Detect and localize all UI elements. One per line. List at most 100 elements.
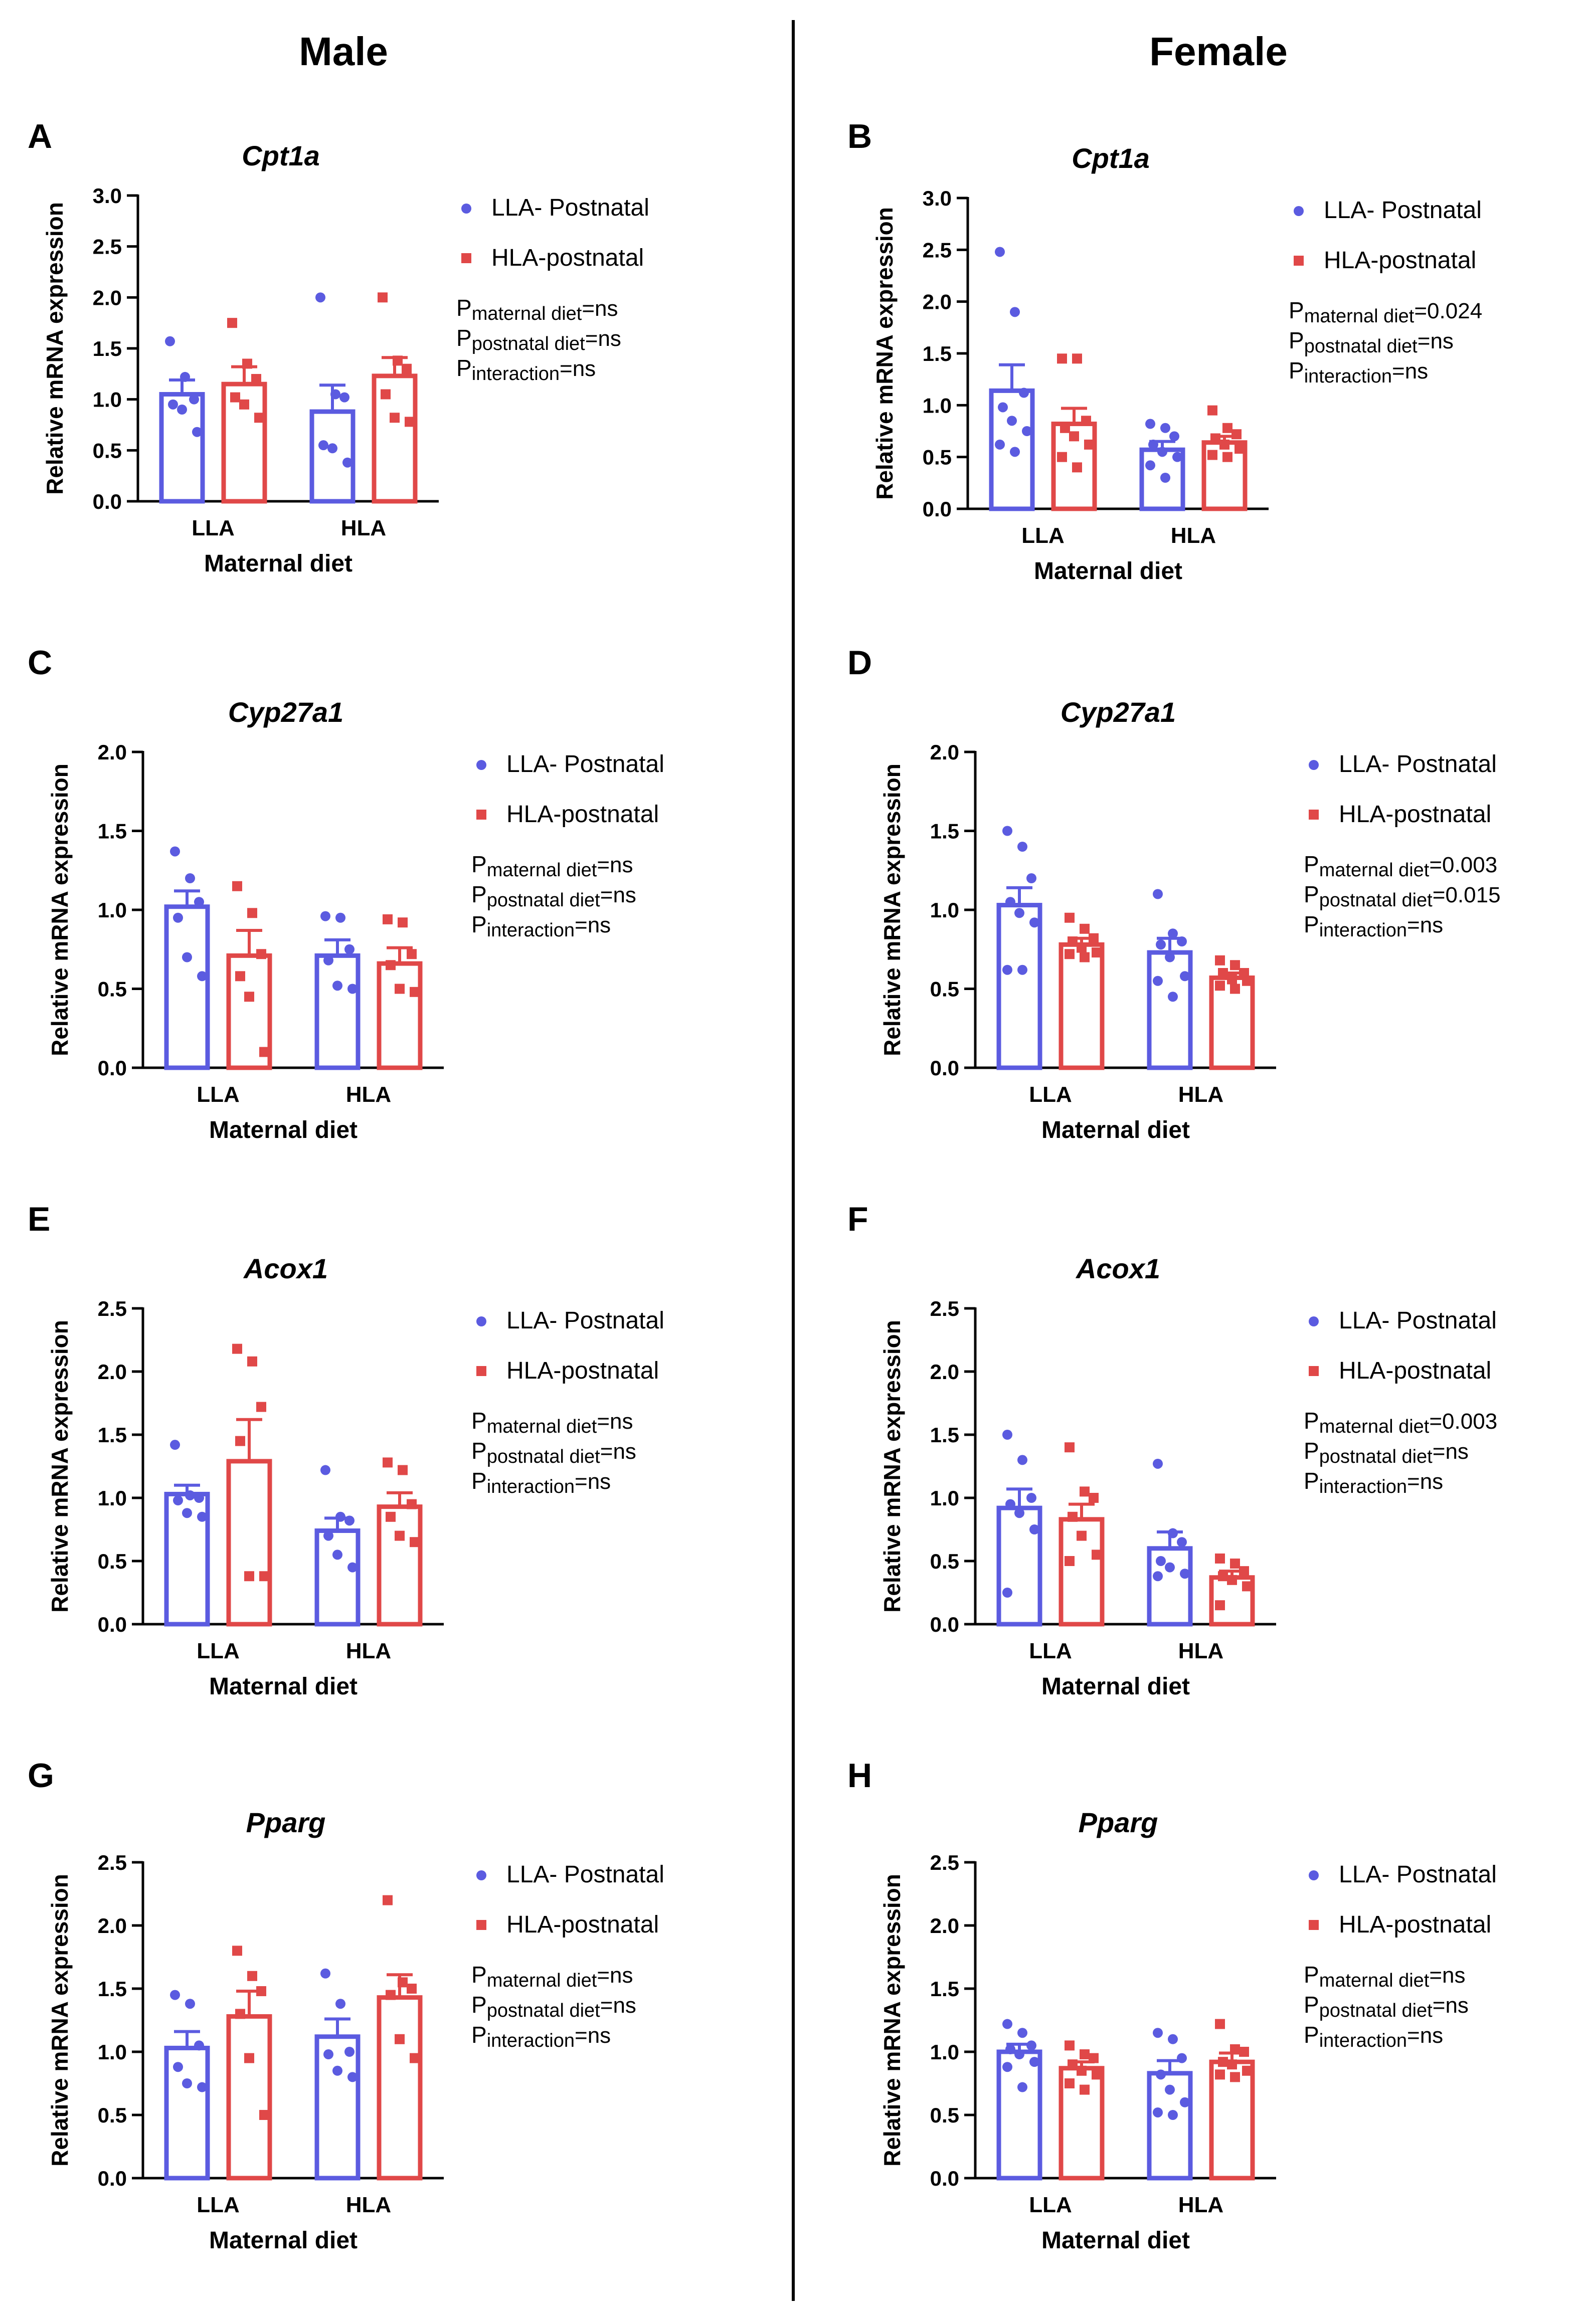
hla-data-point [1230, 960, 1240, 971]
hla-data-point [407, 1984, 417, 1994]
lla-data-point [182, 2078, 192, 2088]
y-tick-label: 0.5 [930, 978, 959, 1001]
hla-data-point [1077, 942, 1087, 953]
hla-data-point [1242, 2065, 1252, 2076]
hla-data-point [1235, 444, 1245, 454]
y-tick-label: 2.5 [98, 1297, 127, 1320]
stats-line: Ppostnatal diet=ns [1304, 1992, 1469, 2021]
hla-data-point [1080, 923, 1090, 934]
chart-title: Pparg [246, 1807, 326, 1838]
x-tick-label: HLA [1171, 523, 1216, 548]
y-tick-label: 1.5 [98, 1977, 127, 2001]
hla-data-point [232, 881, 242, 891]
y-tick-label: 0.0 [98, 1056, 127, 1080]
lla-data-point [335, 912, 345, 923]
hla-data-point [247, 1356, 257, 1367]
hla-data-point [256, 949, 266, 959]
x-tick-label: LLA [1029, 1082, 1072, 1107]
lla-data-point [335, 1511, 345, 1522]
y-tick-label: 3.0 [93, 184, 122, 208]
hla-data-point [1239, 1566, 1249, 1577]
y-axis-label: Relative mRNA expression [42, 202, 68, 495]
hla-data-point [230, 392, 240, 403]
legend-hla-label: HLA-postnatal [491, 245, 644, 271]
lla-data-point [1153, 2028, 1163, 2038]
hla-data-point [256, 1402, 266, 1412]
stats-line: Pinteraction=ns [1304, 911, 1443, 941]
legend-hla-marker [476, 810, 486, 820]
lla-data-point [1180, 2097, 1190, 2107]
lla-data-point [1172, 452, 1182, 462]
legend-lla-label: LLA- Postnatal [491, 195, 649, 221]
hla-data-point [244, 2053, 254, 2063]
legend-lla-label: LLA- Postnatal [1324, 197, 1482, 224]
panel-letter: F [847, 1200, 868, 1238]
x-tick-label: HLA [341, 516, 386, 540]
lla-data-point [332, 1550, 342, 1560]
lla-data-point [323, 955, 333, 965]
hla-data-point [1242, 1581, 1252, 1592]
stats-line: Pinteraction=ns [1289, 357, 1428, 387]
panel-g: G Pparg Relative mRNA expression 0.0 0.5 1.0 1… [28, 1757, 664, 2254]
hla-data-point [235, 2009, 245, 2019]
y-tick-label: 2.0 [930, 740, 959, 764]
y-tick-label: 2.0 [930, 1914, 959, 1938]
hla-data-point [235, 971, 245, 982]
lla-data-point [320, 1465, 330, 1475]
lla-bar-hla [314, 1528, 361, 1627]
male-column-heading: Male [299, 29, 388, 74]
x-axis-label: Maternal diet [204, 550, 352, 577]
hla-bar-hla [377, 1504, 423, 1627]
hla-data-point [247, 1971, 257, 1981]
hla-data-point [1077, 2065, 1087, 2076]
hla-data-point [1227, 1575, 1237, 1585]
stats-line: Pmaternal diet=ns [471, 1408, 633, 1437]
y-tick-label: 0.5 [98, 1550, 127, 1573]
hla-data-point [1068, 1511, 1078, 1522]
y-tick-label: 0.5 [923, 446, 952, 469]
hla-data-point [1080, 2049, 1090, 2060]
lla-bar-lla [164, 904, 210, 1070]
hla-data-point [1068, 2059, 1078, 2070]
lla-bar-hla [314, 953, 361, 1070]
lla-data-point [194, 2040, 204, 2051]
hla-data-point [410, 987, 420, 997]
hla-data-point [1215, 2069, 1225, 2080]
stats-line: Ppostnatal diet=ns [456, 325, 621, 354]
x-tick-label: HLA [1178, 1639, 1223, 1663]
panel-b: B Cpt1a Relative mRNA expression 0.0 0.5 1.0 1… [847, 117, 1482, 585]
legend-lla-label: LLA- Postnatal [506, 1861, 664, 1888]
y-axis-label: Relative mRNA expression [879, 1320, 905, 1613]
lla-data-point [1157, 447, 1167, 457]
hla-data-point [407, 949, 417, 959]
panel-letter: H [847, 1757, 872, 1795]
hla-data-point [1057, 452, 1067, 462]
lla-data-point [170, 1440, 180, 1450]
x-tick-label: HLA [346, 2193, 391, 2217]
hla-data-point [410, 1537, 420, 1547]
y-tick-label: 0.0 [930, 1056, 959, 1080]
hla-data-point [386, 960, 396, 971]
panel-c: C Cyp27a1 Relative mRNA expression 0.0 0.5 1.… [28, 644, 664, 1143]
hla-data-point [1089, 933, 1099, 943]
lla-data-point [1017, 2028, 1027, 2038]
hla-data-point [402, 363, 412, 374]
y-tick-label: 2.5 [930, 1851, 959, 1874]
y-tick-label: 1.5 [930, 820, 959, 843]
hla-data-point [1242, 976, 1252, 986]
panel-letter: D [847, 644, 872, 682]
chart-title: Pparg [1079, 1807, 1158, 1838]
panel-e: E Acox1 Relative mRNA expression 0.0 0.5 1.0 1… [28, 1200, 664, 1700]
hla-data-point [1089, 1493, 1099, 1503]
y-tick-label: 2.5 [93, 235, 122, 259]
stats-line: Pmaternal diet=ns [456, 295, 618, 324]
chart-title: Cyp27a1 [228, 696, 343, 728]
hla-data-point [1218, 2057, 1228, 2067]
lla-data-point [1005, 1499, 1015, 1509]
lla-data-point [1153, 1458, 1163, 1469]
lla-data-point [1026, 873, 1036, 883]
hla-bar-hla [377, 961, 423, 1070]
lla-data-point [1177, 936, 1187, 946]
